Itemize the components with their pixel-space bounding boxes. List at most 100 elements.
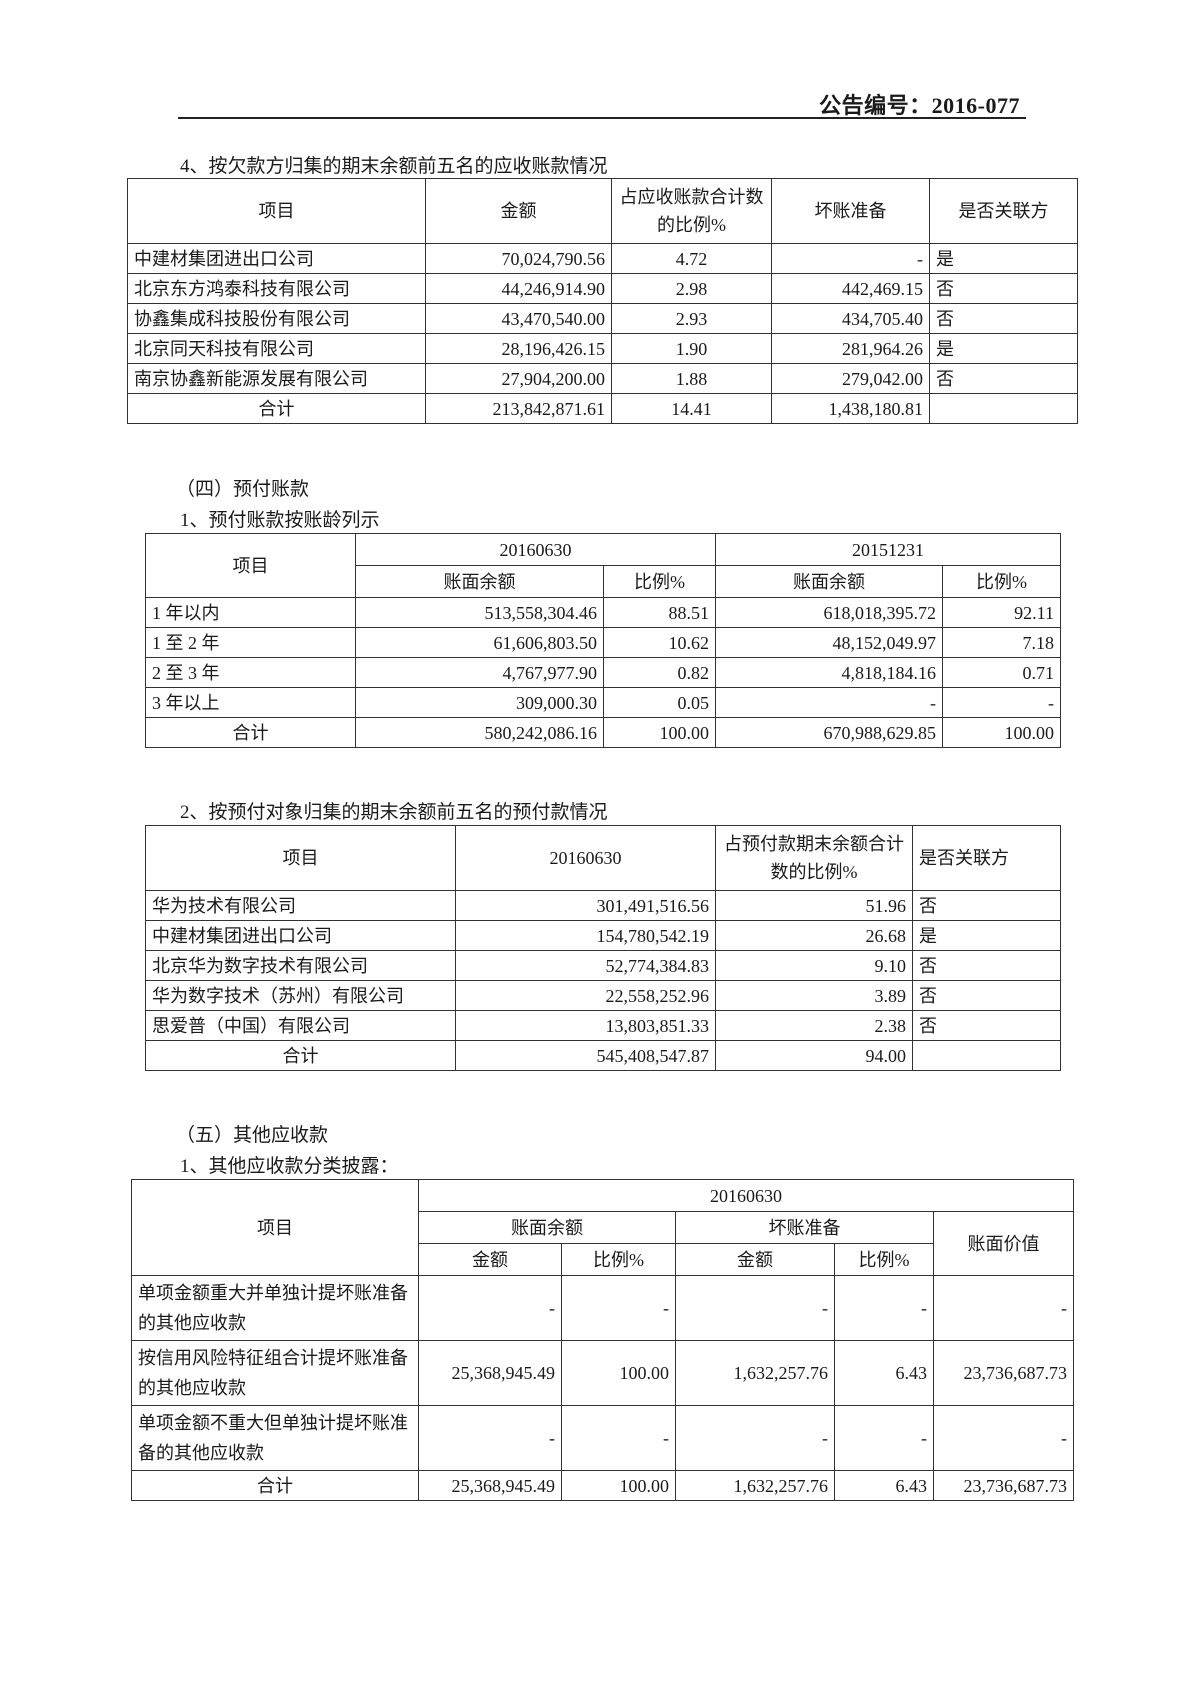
cell-value: 否 bbox=[929, 273, 1078, 304]
cell-value: 25,368,945.49 bbox=[418, 1470, 562, 1501]
cell-value: 6.43 bbox=[834, 1470, 934, 1501]
cell-value: 3.89 bbox=[715, 980, 913, 1011]
cell-value: - bbox=[942, 687, 1061, 718]
cell-value: 1,632,257.76 bbox=[675, 1340, 835, 1406]
total-row: 合计 545,408,547.87 94.00 bbox=[145, 1040, 1061, 1071]
cell-value: 28,196,426.15 bbox=[425, 333, 612, 364]
header-cell: 是否关联方 bbox=[929, 178, 1078, 244]
cell-value: 309,000.30 bbox=[355, 687, 604, 718]
cell-value: 513,558,304.46 bbox=[355, 597, 604, 628]
row-label: 合计 bbox=[145, 717, 356, 748]
cell-value: 154,780,542.19 bbox=[455, 920, 716, 951]
table-header-row: 项目 20160630 占预付款期末余额合计数的比例% 是否关联方 bbox=[145, 825, 1061, 891]
cell-value: 6.43 bbox=[834, 1340, 934, 1406]
cell-value: 94.00 bbox=[715, 1040, 913, 1071]
table-row: 协鑫集成科技股份有限公司 43,470,540.00 2.93 434,705.40 否 bbox=[127, 303, 1078, 334]
row-label: 北京东方鸿泰科技有限公司 bbox=[127, 273, 426, 304]
cell-value: 100.00 bbox=[603, 717, 716, 748]
row-label: 中建材集团进出口公司 bbox=[145, 920, 456, 951]
cell-value: - bbox=[561, 1405, 676, 1471]
table-header-row: 账面余额 比例% 账面余额 比例% bbox=[146, 565, 1061, 598]
header-cell: 坏账准备 bbox=[771, 178, 930, 244]
cell-value: 是 bbox=[929, 333, 1078, 364]
row-label: 2 至 3 年 bbox=[145, 657, 356, 688]
cell-value: 否 bbox=[912, 950, 1061, 981]
other-receivables-section-title: （五）其他应收款 bbox=[176, 1125, 329, 1146]
cell-value: 213,842,871.61 bbox=[425, 393, 612, 424]
header-cell: 比例% bbox=[834, 1243, 934, 1276]
table-row: 2 至 3 年 4,767,977.90 0.82 4,818,184.16 0.71 bbox=[145, 657, 1061, 688]
cell-value: 23,736,687.73 bbox=[933, 1470, 1074, 1501]
header-cell: 比例% bbox=[561, 1243, 676, 1276]
cell-value: 1.90 bbox=[611, 333, 772, 364]
row-label: 思爱普（中国）有限公司 bbox=[145, 1010, 456, 1041]
cell-value: 100.00 bbox=[942, 717, 1061, 748]
table-row: 思爱普（中国）有限公司 13,803,851.33 2.38 否 bbox=[145, 1010, 1061, 1041]
cell-value: 52,774,384.83 bbox=[455, 950, 716, 981]
cell-value: 100.00 bbox=[561, 1470, 676, 1501]
header-cell: 账面价值 bbox=[933, 1211, 1074, 1276]
cell-value: 434,705.40 bbox=[771, 303, 930, 334]
cell-value: - bbox=[834, 1275, 934, 1341]
row-label: 3 年以上 bbox=[145, 687, 356, 718]
cell-value: 是 bbox=[912, 920, 1061, 951]
row-label: 按信用风险特征组合计提坏账准备的其他应收款 bbox=[131, 1340, 419, 1406]
header-cell: 比例% bbox=[603, 565, 716, 598]
row-label: 华为技术有限公司 bbox=[145, 890, 456, 921]
header-cell: 项目 bbox=[127, 178, 426, 244]
table-header-row: 金额 比例% 金额 比例% bbox=[132, 1243, 1074, 1276]
cell-value: 7.18 bbox=[942, 627, 1061, 658]
cell-value: 4,767,977.90 bbox=[355, 657, 604, 688]
cell-value: 61,606,803.50 bbox=[355, 627, 604, 658]
cell-value: 92.11 bbox=[942, 597, 1061, 628]
row-label: 单项金额不重大但单独计提坏账准备的其他应收款 bbox=[131, 1405, 419, 1471]
table-row: 北京华为数字技术有限公司 52,774,384.83 9.10 否 bbox=[145, 950, 1061, 981]
cell-value: 23,736,687.73 bbox=[933, 1340, 1074, 1406]
cell-value: 4,818,184.16 bbox=[715, 657, 943, 688]
row-label: 合计 bbox=[127, 393, 426, 424]
cell-value: 0.82 bbox=[603, 657, 716, 688]
header-cell: 20160630 bbox=[455, 825, 716, 891]
cell-value: 281,964.26 bbox=[771, 333, 930, 364]
header-cell: 金额 bbox=[418, 1243, 562, 1276]
header-cell: 金额 bbox=[425, 178, 612, 244]
row-label: 合计 bbox=[131, 1470, 419, 1501]
cell-value: 9.10 bbox=[715, 950, 913, 981]
cell-value: 2.98 bbox=[611, 273, 772, 304]
cell-value: 否 bbox=[912, 890, 1061, 921]
table-row: 按信用风险特征组合计提坏账准备的其他应收款 25,368,945.49 100.00… bbox=[131, 1340, 1074, 1406]
cell-value: - bbox=[834, 1405, 934, 1471]
row-label: 南京协鑫新能源发展有限公司 bbox=[127, 363, 426, 394]
table-row: 华为技术有限公司 301,491,516.56 51.96 否 bbox=[145, 890, 1061, 921]
header-cell: 比例% bbox=[942, 565, 1061, 598]
row-label: 合计 bbox=[145, 1040, 456, 1071]
row-label: 1 年以内 bbox=[145, 597, 356, 628]
row-label: 北京同天科技有限公司 bbox=[127, 333, 426, 364]
table-header-row: 项目 金额 占应收账款合计数的比例% 坏账准备 是否关联方 bbox=[127, 178, 1078, 244]
header-cell: 占预付款期末余额合计数的比例% bbox=[715, 825, 913, 891]
header-cell: 占应收账款合计数的比例% bbox=[611, 178, 772, 244]
cell-value: 否 bbox=[912, 1010, 1061, 1041]
cell-value: 51.96 bbox=[715, 890, 913, 921]
cell-value: 13,803,851.33 bbox=[455, 1010, 716, 1041]
cell-value: - bbox=[418, 1275, 562, 1341]
cell-value: 25,368,945.49 bbox=[418, 1340, 562, 1406]
cell-value: 10.62 bbox=[603, 627, 716, 658]
header-cell: 项目 bbox=[145, 533, 356, 598]
table-row: 中建材集团进出口公司 70,024,790.56 4.72- 是 bbox=[127, 243, 1078, 274]
cell-value bbox=[929, 393, 1078, 424]
cell-value: 279,042.00 bbox=[771, 363, 930, 394]
total-row: 合计 213,842,871.61 14.41 1,438,180.81 bbox=[127, 393, 1078, 424]
prepayments-aging-title: 1、预付账款按账龄列示 bbox=[180, 510, 380, 531]
cell-value: 否 bbox=[912, 980, 1061, 1011]
row-label: 北京华为数字技术有限公司 bbox=[145, 950, 456, 981]
cell-value: 0.05 bbox=[603, 687, 716, 718]
header-cell: 20160630 bbox=[355, 533, 716, 566]
header-cell: 坏账准备 bbox=[675, 1211, 934, 1244]
prepayments-top5-table: 项目 20160630 占预付款期末余额合计数的比例% 是否关联方 华为技术有限… bbox=[145, 825, 1061, 1071]
table-row: 3 年以上 309,000.30 0.05- - bbox=[145, 687, 1061, 718]
total-row: 合计 580,242,086.16 100.00 670,988,629.85 100.… bbox=[145, 717, 1061, 748]
cell-value: 1,632,257.76 bbox=[675, 1470, 835, 1501]
header-cell: 20160630 bbox=[418, 1179, 1074, 1212]
table-row: 单项金额不重大但单独计提坏账准备的其他应收款 - - - - - bbox=[131, 1405, 1074, 1471]
